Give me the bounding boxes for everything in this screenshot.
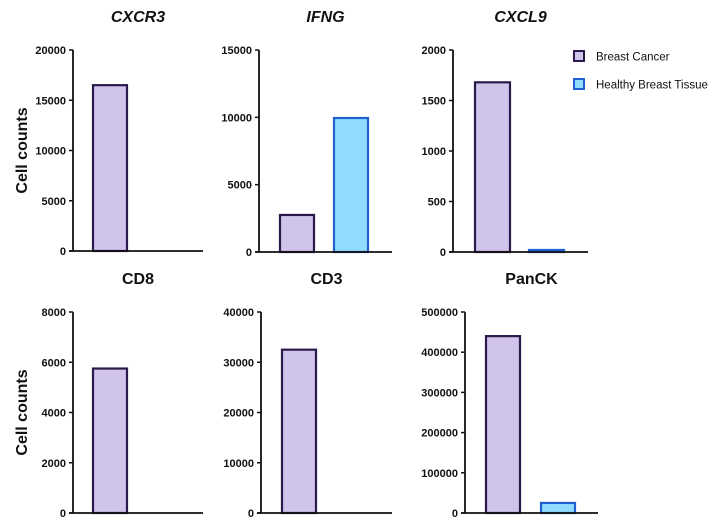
y-axis-label: Cell counts xyxy=(14,107,31,193)
legend-swatch-healthy-breast-tissue xyxy=(573,78,585,90)
y-tick-label: 2000 xyxy=(42,458,66,470)
bar-breast-cancer xyxy=(278,213,316,254)
panel-cd3: CD3 0 10000 20000 30000 40000 xyxy=(223,271,392,520)
y-tick-label: 0 xyxy=(440,247,446,259)
panel-cxcr3: CXCR3 Cell counts 0 5000 10000 15000 20000 xyxy=(14,9,203,258)
bar-healthy-breast-tissue xyxy=(539,501,577,515)
y-tick-label: 10000 xyxy=(223,458,254,470)
bar-breast-cancer xyxy=(484,335,522,515)
y-tick-label: 6000 xyxy=(42,357,66,369)
y-tick-label: 1500 xyxy=(422,96,446,108)
bar-breast-cancer xyxy=(473,81,512,254)
bar-breast-cancer xyxy=(280,348,318,515)
legend-label: Breast Cancer xyxy=(596,52,670,64)
y-tick-label: 1000 xyxy=(422,146,446,158)
y-tick-label: 0 xyxy=(248,508,254,520)
y-tick-label: 15000 xyxy=(35,95,66,107)
y-tick-label: 4000 xyxy=(42,408,66,420)
y-tick-label: 2000 xyxy=(422,45,446,57)
y-tick-label: 5000 xyxy=(42,196,66,208)
y-tick-label: 500000 xyxy=(421,307,458,319)
y-tick-label: 0 xyxy=(452,508,458,520)
y-tick-label: 30000 xyxy=(223,357,254,369)
y-tick-label: 300000 xyxy=(421,387,458,399)
panel-title: CXCR3 xyxy=(111,9,165,26)
y-tick-label: 10000 xyxy=(221,112,252,124)
y-tick-label: 10000 xyxy=(35,146,66,158)
legend: Breast Cancer Healthy Breast Tissue xyxy=(573,50,708,92)
panel-panck: PanCK 0 100000 200000 300000 400000 500000 xyxy=(421,271,598,520)
y-tick-label: 5000 xyxy=(228,180,252,192)
bar-healthy-breast-tissue xyxy=(332,116,370,254)
panel-title: CD3 xyxy=(310,271,342,288)
panel-title: PanCK xyxy=(505,271,558,288)
y-tick-label: 500 xyxy=(428,197,446,209)
y-tick-label: 0 xyxy=(60,246,66,258)
legend-label: Healthy Breast Tissue xyxy=(596,80,708,92)
y-tick-label: 15000 xyxy=(221,45,252,57)
bar-breast-cancer xyxy=(91,367,129,515)
panel-cxcl9: CXCL9 0 500 1000 1500 2000 xyxy=(422,9,588,259)
y-tick-label: 0 xyxy=(60,508,66,520)
panel-cd8: CD8 Cell counts 0 2000 4000 6000 8000 xyxy=(14,271,203,520)
y-tick-label: 40000 xyxy=(223,307,254,319)
panel-ifng: IFNG 0 5000 10000 15000 xyxy=(221,9,392,259)
y-tick-label: 0 xyxy=(246,247,252,259)
panel-title: IFNG xyxy=(306,9,344,26)
bar-breast-cancer xyxy=(91,84,129,253)
panel-title: CD8 xyxy=(122,271,154,288)
y-tick-label: 400000 xyxy=(421,347,458,359)
legend-swatch-breast-cancer xyxy=(573,50,585,62)
y-tick-label: 8000 xyxy=(42,307,66,319)
y-tick-label: 20000 xyxy=(223,408,254,420)
y-tick-label: 100000 xyxy=(421,468,458,480)
panel-title: CXCL9 xyxy=(494,9,547,26)
y-axis-label: Cell counts xyxy=(14,369,31,455)
y-tick-label: 200000 xyxy=(421,428,458,440)
y-tick-label: 20000 xyxy=(35,45,66,57)
